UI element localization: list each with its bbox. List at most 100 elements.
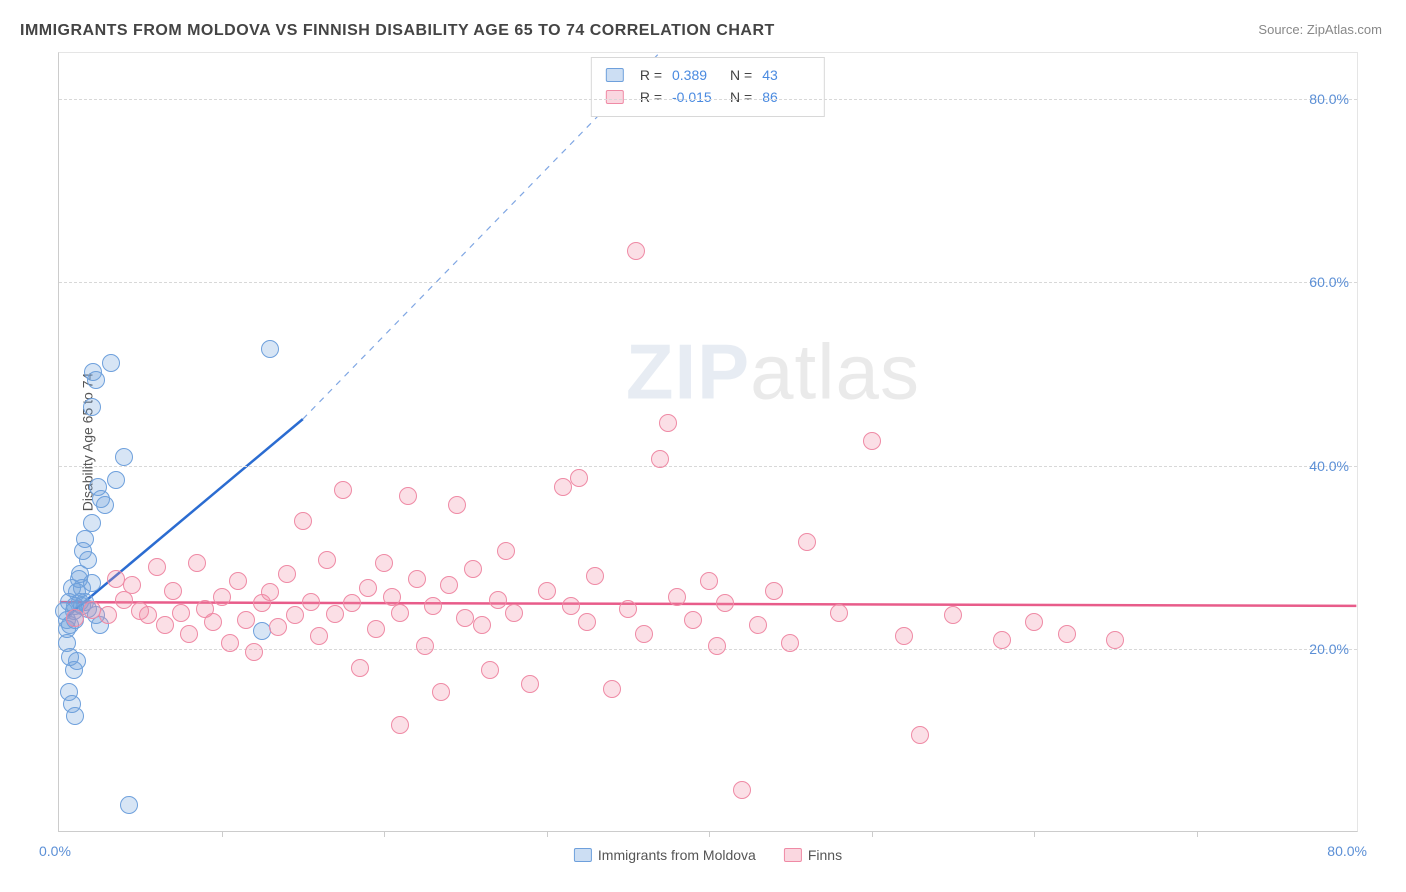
- scatter-point: [416, 637, 434, 655]
- scatter-point: [627, 242, 645, 260]
- scatter-point: [343, 594, 361, 612]
- x-tick: [222, 831, 223, 837]
- grid-line: [59, 466, 1357, 467]
- scatter-point: [391, 716, 409, 734]
- chart-source: Source: ZipAtlas.com: [1258, 22, 1382, 37]
- scatter-point: [326, 605, 344, 623]
- scatter-point: [895, 627, 913, 645]
- grid-line: [59, 282, 1357, 283]
- x-max-label: 80.0%: [1327, 843, 1367, 859]
- scatter-point: [440, 576, 458, 594]
- scatter-point: [302, 593, 320, 611]
- scatter-point: [164, 582, 182, 600]
- stats-r-value: -0.015: [672, 86, 720, 108]
- scatter-point: [245, 643, 263, 661]
- scatter-point: [66, 707, 84, 725]
- y-tick-label: 60.0%: [1309, 274, 1349, 290]
- scatter-point: [286, 606, 304, 624]
- source-label: Source:: [1258, 22, 1303, 37]
- stats-swatch: [606, 90, 624, 104]
- scatter-point: [399, 487, 417, 505]
- scatter-point: [367, 620, 385, 638]
- scatter-point: [765, 582, 783, 600]
- scatter-point: [83, 514, 101, 532]
- scatter-point: [700, 572, 718, 590]
- x-tick: [384, 831, 385, 837]
- x-tick: [872, 831, 873, 837]
- scatter-point: [863, 432, 881, 450]
- scatter-point: [87, 371, 105, 389]
- scatter-point: [156, 616, 174, 634]
- x-tick: [1034, 831, 1035, 837]
- scatter-point: [139, 606, 157, 624]
- scatter-point: [570, 469, 588, 487]
- x-tick: [547, 831, 548, 837]
- stats-row: R =0.389N =43: [606, 64, 810, 86]
- scatter-point: [448, 496, 466, 514]
- scatter-point: [521, 675, 539, 693]
- trend-lines-svg: [59, 53, 1357, 831]
- scatter-point: [83, 574, 101, 592]
- legend-label: Finns: [808, 847, 842, 863]
- scatter-point: [278, 565, 296, 583]
- stats-swatch: [606, 68, 624, 82]
- scatter-point: [294, 512, 312, 530]
- bottom-legend: Immigrants from Moldova Finns: [574, 847, 842, 863]
- watermark-bold: ZIP: [626, 327, 750, 415]
- scatter-point: [68, 652, 86, 670]
- scatter-point: [1025, 613, 1043, 631]
- scatter-point: [944, 606, 962, 624]
- scatter-point: [619, 600, 637, 618]
- legend-label: Immigrants from Moldova: [598, 847, 756, 863]
- scatter-point: [635, 625, 653, 643]
- watermark: ZIPatlas: [626, 326, 920, 417]
- scatter-point: [204, 613, 222, 631]
- scatter-point: [505, 604, 523, 622]
- chart-container: Disability Age 65 to 74 ZIPatlas R =0.38…: [48, 52, 1358, 832]
- scatter-point: [115, 448, 133, 466]
- scatter-point: [99, 606, 117, 624]
- legend-item: Finns: [784, 847, 842, 863]
- scatter-point: [107, 471, 125, 489]
- scatter-point: [172, 604, 190, 622]
- scatter-point: [102, 354, 120, 372]
- scatter-point: [237, 611, 255, 629]
- y-tick-label: 80.0%: [1309, 91, 1349, 107]
- chart-title: IMMIGRANTS FROM MOLDOVA VS FINNISH DISAB…: [20, 22, 775, 40]
- scatter-point: [781, 634, 799, 652]
- scatter-point: [310, 627, 328, 645]
- scatter-point: [253, 622, 271, 640]
- scatter-point: [66, 609, 84, 627]
- scatter-point: [716, 594, 734, 612]
- scatter-point: [708, 637, 726, 655]
- scatter-point: [464, 560, 482, 578]
- x-origin-label: 0.0%: [39, 843, 71, 859]
- scatter-point: [408, 570, 426, 588]
- scatter-point: [79, 551, 97, 569]
- scatter-point: [830, 604, 848, 622]
- scatter-point: [684, 611, 702, 629]
- scatter-point: [798, 533, 816, 551]
- stats-n-value: 86: [762, 86, 810, 108]
- scatter-point: [123, 576, 141, 594]
- grid-line: [59, 99, 1357, 100]
- scatter-point: [83, 398, 101, 416]
- x-tick: [709, 831, 710, 837]
- source-link[interactable]: ZipAtlas.com: [1307, 22, 1382, 37]
- watermark-thin: atlas: [750, 327, 920, 415]
- x-tick: [1197, 831, 1198, 837]
- scatter-point: [432, 683, 450, 701]
- stats-row: R =-0.015N =86: [606, 86, 810, 108]
- scatter-point: [261, 583, 279, 601]
- stats-r-label: R =: [640, 86, 662, 108]
- stats-n-label: N =: [730, 64, 752, 86]
- scatter-point: [391, 604, 409, 622]
- stats-r-label: R =: [640, 64, 662, 86]
- stats-r-value: 0.389: [672, 64, 720, 86]
- legend-item: Immigrants from Moldova: [574, 847, 756, 863]
- scatter-point: [489, 591, 507, 609]
- scatter-point: [578, 613, 596, 631]
- scatter-point: [538, 582, 556, 600]
- scatter-point: [603, 680, 621, 698]
- scatter-point: [351, 659, 369, 677]
